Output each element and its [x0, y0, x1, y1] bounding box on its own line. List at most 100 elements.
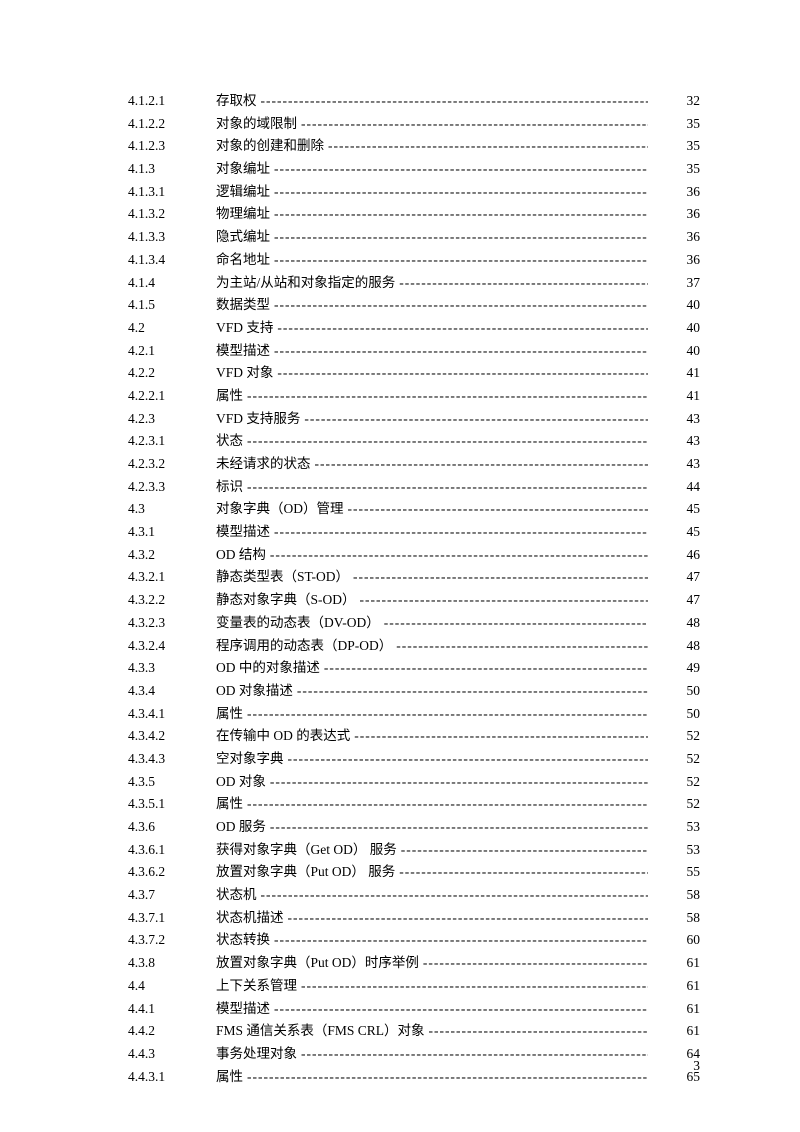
toc-leader: ----------------------------------------… — [270, 548, 648, 562]
toc-page-number: 40 — [648, 298, 700, 312]
toc-leader: ----------------------------------------… — [247, 434, 648, 448]
toc-section-number: 4.3.2 — [128, 548, 216, 562]
toc-section-number: 4.1.4 — [128, 276, 216, 290]
toc-title: 状态转换 — [216, 933, 274, 947]
toc-list: 4.1.2.1存取权------------------------------… — [128, 94, 700, 1083]
toc-title: 逻辑编址 — [216, 185, 274, 199]
toc-page-number: 44 — [648, 480, 700, 494]
toc-page-number: 36 — [648, 230, 700, 244]
toc-section-number: 4.1.2.1 — [128, 94, 216, 108]
toc-leader: ----------------------------------------… — [274, 230, 648, 244]
toc-title: 属性 — [216, 707, 247, 721]
toc-leader: ----------------------------------------… — [423, 956, 648, 970]
toc-title: OD 对象描述 — [216, 684, 297, 698]
toc-section-number: 4.3.2.4 — [128, 639, 216, 653]
toc-leader: ----------------------------------------… — [353, 570, 648, 584]
toc-leader: ----------------------------------------… — [384, 616, 648, 630]
toc-page-number: 52 — [648, 729, 700, 743]
toc-page-number: 55 — [648, 865, 700, 879]
toc-section-number: 4.2.3 — [128, 412, 216, 426]
toc-title: 命名地址 — [216, 253, 274, 267]
toc-row: 4.1.3对象编址-------------------------------… — [128, 162, 700, 176]
toc-section-number: 4.2.3.3 — [128, 480, 216, 494]
toc-row: 4.3.5OD 对象------------------------------… — [128, 775, 700, 789]
toc-leader: ----------------------------------------… — [261, 94, 649, 108]
toc-page-number: 45 — [648, 502, 700, 516]
toc-page-number: 52 — [648, 775, 700, 789]
toc-title: 状态机描述 — [216, 911, 288, 925]
toc-title: 程序调用的动态表（DP-OD） — [216, 639, 396, 653]
toc-leader: ----------------------------------------… — [247, 707, 648, 721]
toc-section-number: 4.3.3 — [128, 661, 216, 675]
toc-title: 标识 — [216, 480, 247, 494]
toc-section-number: 4.1.2.3 — [128, 139, 216, 153]
toc-page-number: 40 — [648, 344, 700, 358]
toc-page-number: 65 — [648, 1070, 700, 1084]
toc-section-number: 4.3 — [128, 502, 216, 516]
toc-row: 4.1.2.3对象的创建和删除-------------------------… — [128, 139, 700, 153]
toc-title: 状态机 — [216, 888, 261, 902]
toc-title: 属性 — [216, 797, 247, 811]
toc-row: 4.2VFD 支持-------------------------------… — [128, 321, 700, 335]
toc-page-number: 47 — [648, 593, 700, 607]
toc-title: 属性 — [216, 389, 247, 403]
toc-leader: ----------------------------------------… — [247, 1070, 648, 1084]
toc-row: 4.1.2.1存取权------------------------------… — [128, 94, 700, 108]
toc-title: OD 中的对象描述 — [216, 661, 324, 675]
toc-section-number: 4.3.6.2 — [128, 865, 216, 879]
toc-row: 4.2.3.2未经请求的状态--------------------------… — [128, 457, 700, 471]
toc-leader: ----------------------------------------… — [324, 661, 648, 675]
toc-row: 4.1.4为主站/从站和对象指定的服务---------------------… — [128, 276, 700, 290]
toc-leader: ----------------------------------------… — [354, 729, 648, 743]
toc-row: 4.3.3OD 中的对象描述--------------------------… — [128, 661, 700, 675]
toc-row: 4.4.3事务处理对象-----------------------------… — [128, 1047, 700, 1061]
toc-section-number: 4.1.3.3 — [128, 230, 216, 244]
toc-leader: ----------------------------------------… — [277, 366, 648, 380]
toc-row: 4.3.4.3空对象字典----------------------------… — [128, 752, 700, 766]
toc-row: 4.1.3.4命名地址-----------------------------… — [128, 253, 700, 267]
toc-title: 存取权 — [216, 94, 261, 108]
toc-row: 4.3对象字典（OD）管理---------------------------… — [128, 502, 700, 516]
toc-title: 在传输中 OD 的表达式 — [216, 729, 354, 743]
toc-section-number: 4.3.5 — [128, 775, 216, 789]
toc-row: 4.2.3VFD 支持服务---------------------------… — [128, 412, 700, 426]
toc-title: 事务处理对象 — [216, 1047, 301, 1061]
toc-page-number: 36 — [648, 253, 700, 267]
toc-row: 4.3.1模型描述-------------------------------… — [128, 525, 700, 539]
toc-leader: ----------------------------------------… — [348, 502, 649, 516]
toc-row: 4.2.3.1状态-------------------------------… — [128, 434, 700, 448]
toc-section-number: 4.3.7.2 — [128, 933, 216, 947]
toc-title: 对象的域限制 — [216, 117, 301, 131]
toc-page: 4.1.2.1存取权------------------------------… — [0, 0, 800, 1132]
toc-page-number: 35 — [648, 139, 700, 153]
toc-section-number: 4.3.4.1 — [128, 707, 216, 721]
toc-row: 4.1.3.3隐式编址-----------------------------… — [128, 230, 700, 244]
toc-page-number: 36 — [648, 185, 700, 199]
toc-leader: ----------------------------------------… — [274, 185, 648, 199]
toc-row: 4.3.2.4程序调用的动态表（DP-OD）------------------… — [128, 639, 700, 653]
toc-row: 4.3.4.1属性-------------------------------… — [128, 707, 700, 721]
toc-section-number: 4.3.4.2 — [128, 729, 216, 743]
toc-page-number: 41 — [648, 366, 700, 380]
toc-leader: ----------------------------------------… — [277, 321, 648, 335]
toc-row: 4.4.2FMS 通信关系表（FMS CRL）对象---------------… — [128, 1024, 700, 1038]
toc-title: FMS 通信关系表（FMS CRL）对象 — [216, 1024, 429, 1038]
toc-leader: ----------------------------------------… — [360, 593, 648, 607]
toc-section-number: 4.2 — [128, 321, 216, 335]
toc-row: 4.1.3.1逻辑编址-----------------------------… — [128, 185, 700, 199]
toc-leader: ----------------------------------------… — [401, 843, 648, 857]
toc-title: 变量表的动态表（DV-OD） — [216, 616, 384, 630]
toc-row: 4.1.2.2对象的域限制---------------------------… — [128, 117, 700, 131]
toc-page-number: 52 — [648, 752, 700, 766]
toc-title: 数据类型 — [216, 298, 274, 312]
toc-row: 4.3.7.2状态转换-----------------------------… — [128, 933, 700, 947]
page-number: 3 — [693, 1058, 700, 1074]
toc-section-number: 4.2.2 — [128, 366, 216, 380]
toc-page-number: 32 — [648, 94, 700, 108]
toc-leader: ----------------------------------------… — [274, 298, 648, 312]
toc-section-number: 4.3.4 — [128, 684, 216, 698]
toc-section-number: 4.1.5 — [128, 298, 216, 312]
toc-leader: ----------------------------------------… — [429, 1024, 648, 1038]
toc-title: 上下关系管理 — [216, 979, 301, 993]
toc-title: 获得对象字典（Get OD） 服务 — [216, 843, 401, 857]
